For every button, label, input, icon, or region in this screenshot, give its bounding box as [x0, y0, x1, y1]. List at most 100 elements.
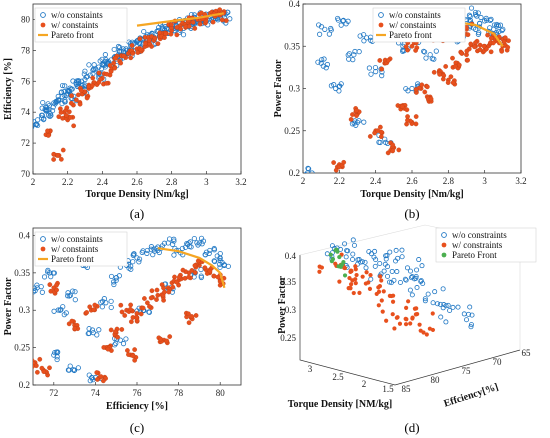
- point-without-constraints: [312, 176, 316, 180]
- point-without-constraints: [81, 71, 87, 77]
- point-with-constraints: [192, 26, 198, 31]
- point-with-constraints: [104, 71, 110, 77]
- point-with-constraints: [118, 302, 124, 308]
- point-without-constraints: [225, 263, 231, 269]
- point-with-constraints: [104, 80, 109, 86]
- point-with-constraints: [192, 263, 198, 268]
- point-without-constraints: [315, 59, 321, 65]
- point-with-constraints: [428, 96, 434, 102]
- legend-label: Pareto front: [51, 254, 94, 264]
- point-with-constraints: [374, 291, 379, 297]
- point-pareto-front: [338, 264, 343, 269]
- point-with-constraints: [33, 366, 34, 369]
- x-axis-label: Torque Density [NM/kg]: [288, 399, 392, 410]
- point-with-constraints: [452, 64, 458, 69]
- point-without-constraints: [80, 82, 86, 88]
- point-with-constraints: [68, 100, 74, 106]
- point-with-constraints: [397, 321, 403, 326]
- panel-label: (a): [130, 206, 144, 221]
- point-without-constraints: [350, 237, 356, 243]
- point-pareto-front: [329, 259, 334, 264]
- point-with-constraints: [375, 128, 381, 134]
- point-without-constraints: [346, 56, 352, 62]
- point-with-constraints: [98, 374, 104, 379]
- point-with-constraints: [96, 80, 102, 85]
- x-tick-label: 2.4: [97, 177, 109, 187]
- x-tick-label: 2.6: [131, 177, 143, 187]
- point-without-constraints: [344, 248, 350, 254]
- point-with-constraints: [176, 274, 182, 280]
- point-with-constraints: [413, 48, 418, 53]
- point-without-constraints: [346, 51, 352, 57]
- point-without-constraints: [382, 136, 388, 142]
- point-without-constraints: [430, 300, 436, 306]
- point-without-constraints: [87, 378, 93, 384]
- point-with-constraints: [219, 17, 225, 23]
- point-without-constraints: [362, 259, 368, 265]
- point-with-constraints: [186, 274, 192, 280]
- y-tick-label: 0.25: [284, 126, 300, 136]
- point-with-constraints: [132, 347, 137, 352]
- point-with-constraints: [137, 36, 143, 42]
- point-with-constraints: [155, 292, 161, 298]
- point-without-constraints: [469, 312, 475, 318]
- point-with-constraints: [129, 319, 134, 325]
- point-without-constraints: [75, 80, 81, 86]
- z-tick-label: 0.25: [280, 333, 296, 343]
- point-with-constraints: [130, 315, 136, 320]
- point-with-constraints: [430, 311, 435, 316]
- y-tick-label: 74: [21, 107, 31, 117]
- point-pareto-front: [341, 260, 346, 265]
- point-without-constraints: [34, 122, 41, 129]
- panel-b: 2 2.2 2.4 2.6 2.8 3 3.2 0.2 0.25 0.3 0.35 0.4 Torque…: [273, 0, 527, 221]
- point-with-constraints: [413, 121, 419, 127]
- point-without-constraints: [407, 287, 413, 293]
- legend-box: [435, 227, 537, 263]
- point-without-constraints: [108, 273, 115, 280]
- point-with-constraints: [392, 326, 397, 331]
- point-without-constraints: [350, 256, 356, 262]
- point-with-constraints: [163, 31, 169, 37]
- point-without-constraints: [407, 268, 413, 274]
- point-without-constraints: [137, 40, 143, 47]
- point-with-constraints: [357, 290, 362, 295]
- point-with-constraints: [404, 107, 410, 113]
- point-with-constraints: [162, 289, 167, 295]
- point-with-constraints: [142, 296, 147, 301]
- point-without-constraints: [108, 304, 114, 311]
- point-with-constraints: [389, 293, 394, 299]
- point-without-constraints: [389, 268, 395, 274]
- point-without-constraints: [321, 56, 327, 62]
- point-with-constraints: [354, 272, 359, 278]
- point-with-constraints: [84, 95, 90, 101]
- point-without-constraints: [188, 244, 194, 250]
- axes-outline: [299, 255, 521, 386]
- point-with-constraints: [58, 106, 63, 112]
- point-without-constraints: [50, 104, 56, 110]
- point-with-constraints: [64, 105, 70, 111]
- point-with-constraints: [377, 58, 383, 63]
- point-with-constraints: [186, 23, 192, 29]
- point-without-constraints: [414, 285, 420, 291]
- point-without-constraints: [128, 266, 134, 272]
- point-without-constraints: [423, 55, 429, 61]
- point-with-constraints: [96, 70, 102, 76]
- point-without-constraints: [377, 260, 383, 266]
- point-with-constraints: [128, 302, 134, 308]
- point-with-constraints: [405, 117, 410, 123]
- point-with-constraints: [138, 47, 144, 53]
- point-without-constraints: [151, 246, 157, 252]
- point-with-constraints: [488, 49, 494, 55]
- point-without-constraints: [379, 73, 385, 79]
- legend-marker-filled: [40, 22, 46, 28]
- point-without-constraints: [75, 365, 81, 371]
- y-tick-label: 0.4: [19, 230, 31, 240]
- legend-marker-open: [40, 12, 46, 18]
- point-with-constraints: [410, 315, 415, 320]
- point-without-constraints: [361, 38, 367, 44]
- point-with-constraints: [190, 19, 196, 25]
- point-without-constraints: [73, 80, 79, 86]
- point-without-constraints: [87, 72, 93, 78]
- point-with-constraints: [450, 80, 456, 86]
